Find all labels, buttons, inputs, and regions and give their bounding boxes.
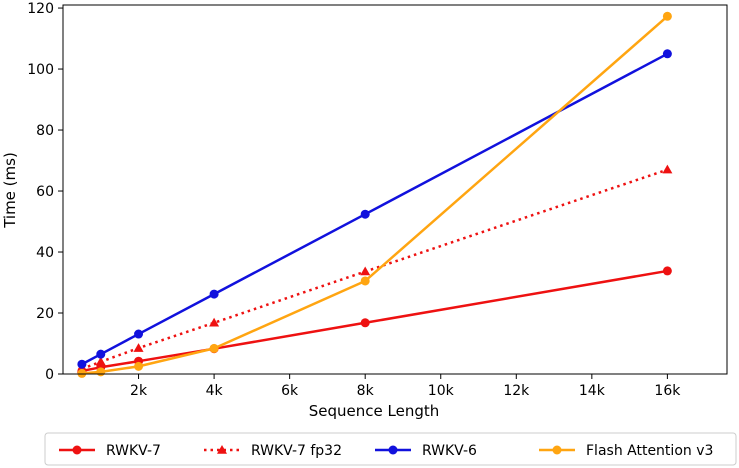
series-2-point: [360, 266, 371, 276]
legend-label: RWKV-7: [106, 443, 161, 459]
series-2-point: [209, 317, 220, 327]
y-tick-label: 100: [27, 62, 54, 78]
legend-label: Flash Attention v3: [586, 443, 713, 459]
axes: 2k 4k 6k 8k 10k 12k 14k 16k 0 20 40 60 80 100 120: [27, 1, 728, 399]
x-tick-label: 14k: [579, 383, 606, 399]
series-2-point: [662, 164, 673, 174]
series-4-point: [209, 343, 219, 353]
series-3-point: [77, 359, 87, 369]
plot-area: [76, 11, 673, 378]
x-tick-label: 10k: [428, 383, 455, 399]
x-tick-label: 6k: [281, 383, 299, 399]
x-tick-label: 4k: [206, 383, 224, 399]
series-2-point: [95, 356, 106, 366]
series-4-point: [662, 11, 672, 21]
y-tick-label: 120: [27, 1, 54, 17]
legend-marker: [217, 445, 227, 454]
x-tick-label: 12k: [503, 383, 530, 399]
y-axis-label: Time (ms): [1, 152, 19, 229]
y-tick-label: 60: [36, 184, 54, 200]
y-tick-label: 80: [36, 123, 54, 139]
legend-label: RWKV-6: [422, 443, 477, 459]
series-3-point: [134, 329, 144, 339]
x-axis-label: Sequence Length: [309, 402, 440, 420]
series-4-point: [360, 276, 370, 286]
plot-frame: [62, 4, 728, 375]
legend-marker: [388, 445, 398, 455]
y-tick-label: 20: [36, 306, 54, 322]
series-3-point: [662, 49, 672, 59]
x-tick-label: 8k: [357, 383, 375, 399]
series-line-1: [81, 269, 668, 373]
series-3-point: [209, 289, 219, 299]
legend: RWKV-7 RWKV-7 fp32 RWKV-6 Flash Attention v…: [44, 432, 737, 466]
y-tick-label: 40: [36, 245, 54, 261]
series-4-point: [77, 368, 87, 378]
series-1-point: [662, 266, 672, 276]
series-4-point: [134, 361, 144, 371]
y-tick-label: 0: [45, 367, 54, 383]
x-tick-label: 2k: [130, 383, 148, 399]
x-tick-label: 16k: [654, 383, 681, 399]
legend-marker: [552, 445, 562, 455]
series-4-point: [96, 367, 106, 377]
series-line-3: [81, 52, 668, 366]
series-1-point: [360, 318, 370, 328]
series-line-4: [81, 15, 669, 375]
series-2-point: [133, 343, 144, 352]
legend-marker: [72, 445, 82, 455]
series-3-point: [360, 209, 370, 219]
series-3-point: [96, 349, 106, 359]
series-line-2: [81, 168, 668, 370]
legend-label: RWKV-7 fp32: [251, 443, 342, 459]
